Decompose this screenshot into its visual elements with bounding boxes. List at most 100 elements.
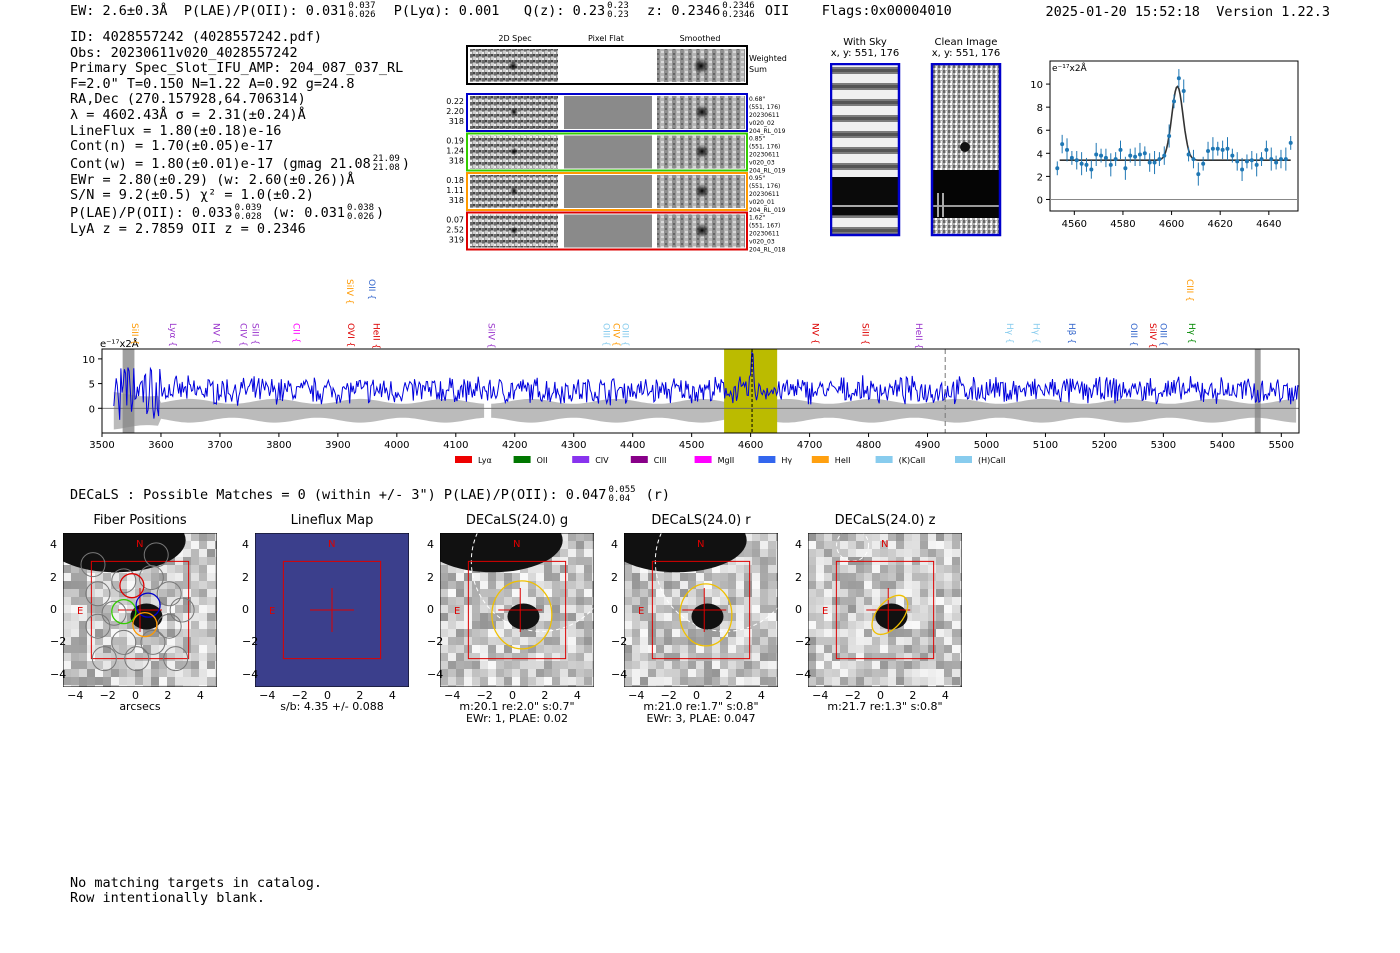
target-source — [691, 603, 724, 630]
stamp-info: (551, 167) — [749, 223, 780, 230]
fit-data-point — [1244, 159, 1249, 164]
line-label: OVI { — [345, 323, 355, 347]
fit-ytick-label: 8 — [1037, 103, 1043, 114]
x-tick-label: 0 — [693, 689, 700, 702]
legend-label: OII — [537, 456, 548, 465]
line-label: HeII { — [913, 323, 923, 349]
stamp-frame — [466, 93, 748, 132]
fit-data-point — [1162, 153, 1167, 158]
fit-data-point — [1176, 76, 1181, 81]
x-tick-label: −2 — [476, 689, 493, 702]
bright-neighbor — [624, 533, 747, 573]
y-tick-label: 0 — [50, 603, 57, 616]
spectrum-xtick-label: 3800 — [266, 440, 291, 451]
cutout-panel: Lineflux Map N E −4 −2 0 2 4 4 2 0 −2 −4 s/b: 4.35 +/… — [242, 513, 409, 713]
fit-data-point — [1288, 140, 1293, 145]
fit-data-point — [1230, 153, 1235, 158]
stamp-info: 204_RL_019 — [749, 168, 786, 175]
cutout-title: DECaLS(24.0) r — [651, 513, 751, 528]
x-tick-label: −2 — [660, 689, 677, 702]
fit-xtick-label: 4560 — [1062, 219, 1087, 230]
fit-xtick-label: 4600 — [1159, 219, 1184, 230]
plae-value: 0.031 — [305, 3, 347, 19]
x-tick-label: 0 — [509, 689, 516, 702]
stamp-info: v020_03 — [749, 239, 775, 246]
fit-data-point — [1113, 157, 1118, 162]
fit-data-point — [1172, 99, 1176, 104]
fit-data-point — [1264, 147, 1269, 152]
fit-xtick-label: 4620 — [1207, 219, 1232, 230]
cutout-caption: m:20.1 re:2.0" s:0.7" — [459, 700, 575, 713]
x-tick-label: 2 — [164, 689, 172, 702]
y-tick-label: −4 — [427, 667, 444, 681]
stamp-smooth-source — [695, 184, 709, 198]
x-tick-label: −2 — [291, 689, 308, 702]
x-tick-label: 2 — [725, 689, 733, 702]
spectrum-line — [113, 351, 1300, 420]
spectrum-ytick-label: 10 — [82, 355, 95, 366]
cutout-caption-2: EWr: 3, PLAE: 0.047 — [646, 712, 756, 725]
fit-data-point — [1220, 147, 1225, 152]
y-tick-label: −2 — [795, 635, 812, 649]
x-tick-label: 4 — [573, 689, 581, 702]
fiber-circle — [140, 629, 166, 655]
meta-sn: S/N = 9.2(±0.5) χ² = 1.0(±0.2) — [70, 187, 314, 204]
datetime: 2025-01-20 15:52:18 — [1045, 4, 1200, 20]
stamp-stat: 1.11 — [446, 186, 464, 195]
spectrum-xtick-label: 5400 — [1210, 440, 1235, 451]
stamp-stat: 0.19 — [446, 137, 464, 146]
stamp-flat — [564, 135, 652, 169]
legend-swatch — [875, 456, 893, 463]
ew-value: EW: 2.6±0.3Å — [70, 3, 168, 19]
fiber-highlight-blue — [135, 592, 161, 618]
y-tick-label: 4 — [795, 538, 802, 552]
stamp-info: 20230611 — [749, 231, 780, 238]
spectrum-xtick-label: 4900 — [915, 440, 940, 451]
x-tick-label: 2 — [541, 689, 549, 702]
line-label: OIII { — [1157, 323, 1167, 347]
line-label: CIII { — [1184, 279, 1194, 302]
z-value: z: 0.2346 — [647, 3, 721, 19]
line-label: OII { — [366, 279, 376, 300]
line-label: Hγ { — [1004, 323, 1014, 344]
cutout-image: NE — [440, 533, 594, 687]
stamp-2d-source — [510, 187, 518, 195]
note-line-2: Row intentionally blank. — [70, 890, 266, 906]
y-tick-label: −2 — [50, 635, 67, 649]
stamp-2d-source — [510, 147, 518, 156]
stamp-stat: 0.07 — [446, 216, 464, 225]
spectrum-xtick-label: 3900 — [325, 440, 350, 451]
meta-lineflux: LineFlux = 1.80(±0.18)e-16 — [70, 122, 282, 139]
meta-contw: Cont(w) = 1.80(±0.01)e-17 (gmag 21.08 21.… — [70, 153, 410, 173]
fiber-circle — [111, 629, 137, 655]
stamp-info: v020_03 — [749, 160, 775, 167]
stamp-stat: 0.22 — [446, 97, 464, 106]
qz-range: 0.23 0.23 — [607, 1, 629, 20]
fit-data-point — [1094, 152, 1099, 157]
north-label: N — [136, 539, 143, 550]
x-tick-label: 4 — [941, 689, 949, 702]
y-tick-label: 2 — [427, 570, 434, 584]
fiber-circle — [156, 581, 182, 607]
line-highlight-region — [724, 349, 778, 433]
stamp-info: 0.95" — [749, 175, 765, 182]
fit-data-point — [1118, 147, 1123, 152]
legend-swatch — [455, 456, 472, 463]
stamp-stat: 318 — [449, 117, 464, 126]
fit-data-point — [1084, 162, 1089, 167]
legend-label: Lyα — [478, 456, 492, 465]
fit-data-point — [1133, 154, 1138, 159]
x-tick-label: −4 — [67, 689, 84, 702]
fit-data-point — [1225, 146, 1230, 151]
fiber-highlight-orange — [132, 611, 158, 638]
east-label: E — [638, 606, 644, 617]
bright-neighbor — [440, 533, 563, 573]
line-label: OIII { — [620, 323, 630, 347]
y-tick-label: 2 — [795, 570, 802, 584]
fit-data-point — [1283, 157, 1288, 162]
aperture-box — [467, 560, 567, 660]
stamp-flat — [564, 214, 652, 248]
spectrum-xtick-label: 4400 — [620, 440, 645, 451]
meta-primary: Primary Spec_Slot_IFU_AMP: 204_087_037_R… — [70, 60, 404, 77]
cutout-title: DECaLS(24.0) g — [465, 513, 569, 528]
